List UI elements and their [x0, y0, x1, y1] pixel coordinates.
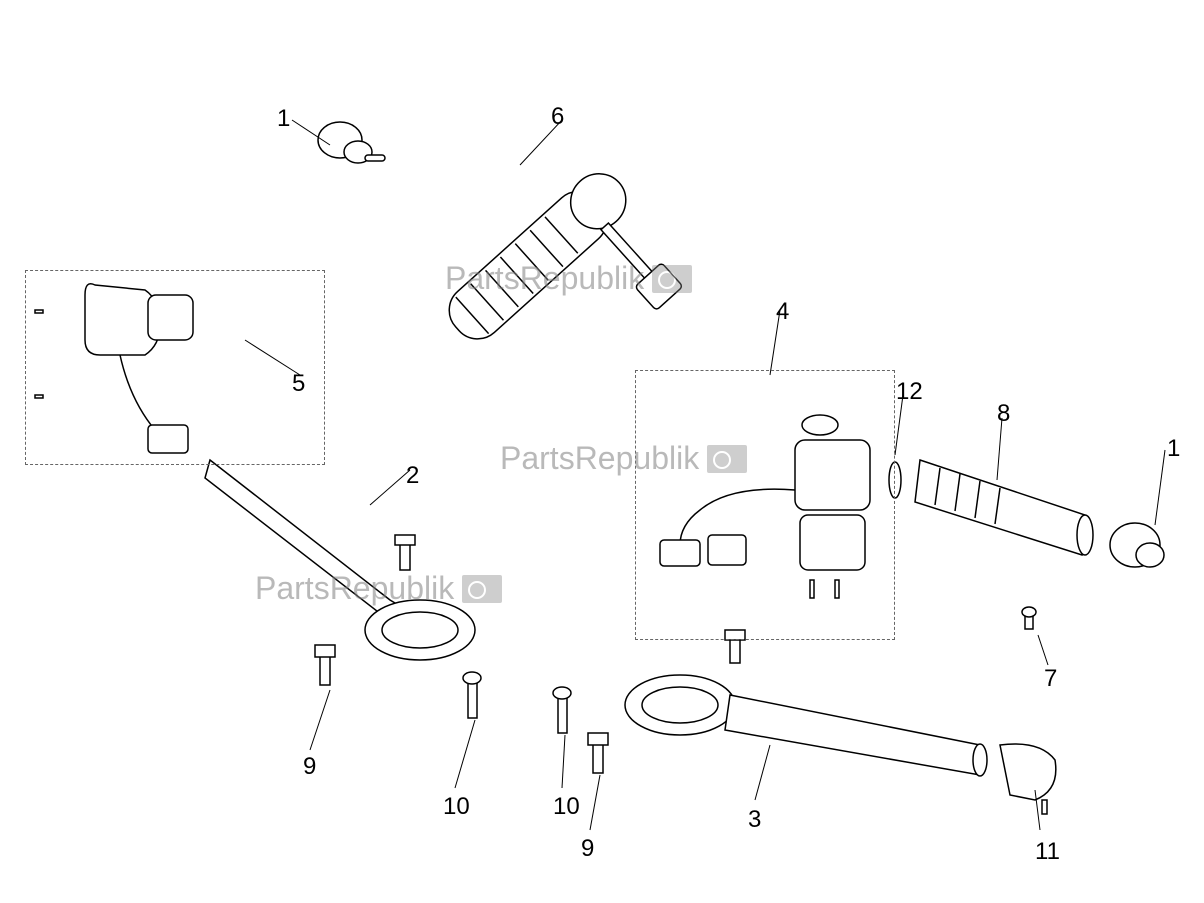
callout-label-10a: 10 [443, 793, 470, 821]
callout-label-8: 8 [997, 400, 1010, 428]
callout-label-12: 12 [896, 378, 923, 406]
leader-line [590, 775, 600, 830]
callout-label-11: 11 [1035, 838, 1060, 866]
leader-line [455, 720, 475, 788]
callout-label-3: 3 [748, 806, 761, 834]
assembly-region [635, 370, 895, 640]
leader-line [1038, 635, 1048, 665]
assembly-region [25, 270, 325, 465]
leader-line [562, 735, 565, 788]
callout-label-9b: 9 [581, 835, 594, 863]
callout-label-1b: 1 [1167, 435, 1180, 463]
leader-line [310, 690, 330, 750]
leader-line [1155, 450, 1165, 525]
parts-diagram: 1652412819101093711 PartsRepublikPartsRe… [0, 0, 1204, 903]
callout-label-5: 5 [292, 370, 305, 398]
leader-line [370, 470, 410, 505]
callout-label-1a: 1 [277, 105, 290, 133]
callout-label-7: 7 [1044, 665, 1057, 693]
callout-label-4: 4 [776, 298, 789, 326]
callout-label-10b: 10 [553, 793, 580, 821]
callout-label-9a: 9 [303, 753, 316, 781]
callout-label-6: 6 [551, 103, 564, 131]
callout-label-2: 2 [406, 462, 419, 490]
leader-line [755, 745, 770, 800]
